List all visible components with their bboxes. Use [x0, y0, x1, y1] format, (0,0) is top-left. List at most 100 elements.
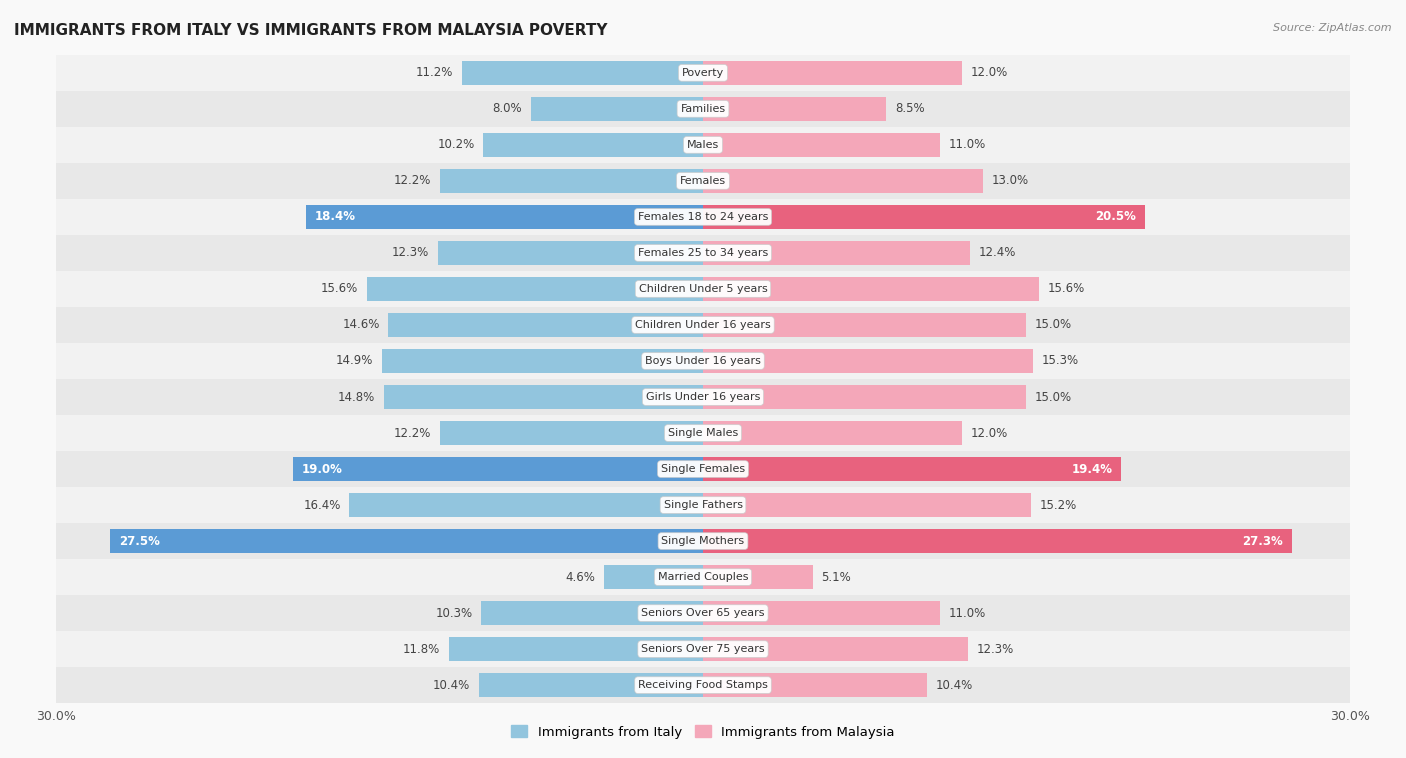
Text: Females: Females — [681, 176, 725, 186]
Text: Poverty: Poverty — [682, 68, 724, 78]
Text: 15.0%: 15.0% — [1035, 318, 1073, 331]
Bar — [703, 493, 1031, 517]
Bar — [56, 559, 1350, 595]
Legend: Immigrants from Italy, Immigrants from Malaysia: Immigrants from Italy, Immigrants from M… — [506, 720, 900, 744]
Bar — [703, 565, 813, 589]
Bar — [56, 91, 1350, 127]
Bar — [703, 637, 969, 661]
Bar — [56, 343, 1350, 379]
Text: Single Fathers: Single Fathers — [664, 500, 742, 510]
Text: 10.4%: 10.4% — [433, 678, 470, 691]
Text: 27.5%: 27.5% — [118, 534, 160, 547]
Text: 15.0%: 15.0% — [1035, 390, 1073, 403]
Text: Females 25 to 34 years: Females 25 to 34 years — [638, 248, 768, 258]
Bar — [703, 277, 1039, 301]
Bar — [56, 415, 1350, 451]
Bar — [56, 163, 1350, 199]
Text: 10.2%: 10.2% — [437, 139, 474, 152]
Bar — [449, 637, 703, 661]
Text: Source: ZipAtlas.com: Source: ZipAtlas.com — [1274, 23, 1392, 33]
Text: Receiving Food Stamps: Receiving Food Stamps — [638, 680, 768, 690]
Bar — [382, 349, 703, 373]
Bar — [350, 493, 703, 517]
Text: 16.4%: 16.4% — [304, 499, 340, 512]
Bar — [56, 451, 1350, 487]
Text: 8.0%: 8.0% — [492, 102, 522, 115]
Bar — [56, 271, 1350, 307]
Text: 13.0%: 13.0% — [991, 174, 1029, 187]
Bar — [56, 631, 1350, 667]
Bar — [703, 313, 1026, 337]
Bar — [56, 667, 1350, 703]
Text: 15.6%: 15.6% — [1047, 283, 1085, 296]
Bar — [461, 61, 703, 85]
Bar — [56, 55, 1350, 91]
Bar — [703, 421, 962, 445]
Text: 11.8%: 11.8% — [402, 643, 440, 656]
Bar — [307, 205, 703, 229]
Bar — [56, 595, 1350, 631]
Text: 5.1%: 5.1% — [821, 571, 851, 584]
Bar — [110, 529, 703, 553]
Text: Females 18 to 24 years: Females 18 to 24 years — [638, 212, 768, 222]
Bar — [703, 529, 1292, 553]
Bar — [484, 133, 703, 157]
Text: 12.0%: 12.0% — [970, 427, 1008, 440]
Text: 15.3%: 15.3% — [1042, 355, 1078, 368]
Bar — [703, 205, 1144, 229]
Text: 18.4%: 18.4% — [315, 211, 356, 224]
Bar — [703, 457, 1121, 481]
Bar — [56, 487, 1350, 523]
Bar — [703, 169, 983, 193]
Text: IMMIGRANTS FROM ITALY VS IMMIGRANTS FROM MALAYSIA POVERTY: IMMIGRANTS FROM ITALY VS IMMIGRANTS FROM… — [14, 23, 607, 38]
Text: Single Females: Single Females — [661, 464, 745, 474]
Text: 27.3%: 27.3% — [1241, 534, 1282, 547]
Text: 12.2%: 12.2% — [394, 174, 432, 187]
Text: 4.6%: 4.6% — [565, 571, 595, 584]
Text: Seniors Over 65 years: Seniors Over 65 years — [641, 608, 765, 618]
Text: 14.6%: 14.6% — [342, 318, 380, 331]
Bar — [56, 379, 1350, 415]
Text: 14.9%: 14.9% — [336, 355, 373, 368]
Text: 12.4%: 12.4% — [979, 246, 1017, 259]
Text: 20.5%: 20.5% — [1095, 211, 1136, 224]
Text: 10.3%: 10.3% — [436, 606, 472, 619]
Bar — [440, 169, 703, 193]
Bar — [703, 133, 941, 157]
Text: 8.5%: 8.5% — [894, 102, 925, 115]
Text: Seniors Over 75 years: Seniors Over 75 years — [641, 644, 765, 654]
Bar — [440, 421, 703, 445]
Text: Families: Families — [681, 104, 725, 114]
Text: 14.8%: 14.8% — [337, 390, 375, 403]
Bar — [56, 235, 1350, 271]
Text: 12.3%: 12.3% — [392, 246, 429, 259]
Bar — [703, 61, 962, 85]
Text: 11.0%: 11.0% — [949, 139, 986, 152]
Bar — [479, 673, 703, 697]
Text: 11.0%: 11.0% — [949, 606, 986, 619]
Text: Children Under 5 years: Children Under 5 years — [638, 284, 768, 294]
Bar — [56, 307, 1350, 343]
Bar — [367, 277, 703, 301]
Text: Single Males: Single Males — [668, 428, 738, 438]
Bar — [603, 565, 703, 589]
Text: Children Under 16 years: Children Under 16 years — [636, 320, 770, 330]
Bar — [703, 601, 941, 625]
Bar — [703, 241, 970, 265]
Text: Married Couples: Married Couples — [658, 572, 748, 582]
Bar — [703, 97, 886, 121]
Bar — [56, 523, 1350, 559]
Text: 12.0%: 12.0% — [970, 67, 1008, 80]
Text: 10.4%: 10.4% — [936, 678, 973, 691]
Bar — [294, 457, 703, 481]
Bar — [56, 199, 1350, 235]
Text: 12.2%: 12.2% — [394, 427, 432, 440]
Text: 11.2%: 11.2% — [416, 67, 453, 80]
Bar — [56, 127, 1350, 163]
Text: Boys Under 16 years: Boys Under 16 years — [645, 356, 761, 366]
Bar — [703, 349, 1033, 373]
Text: 15.2%: 15.2% — [1039, 499, 1077, 512]
Text: 19.0%: 19.0% — [302, 462, 343, 475]
Bar — [384, 385, 703, 409]
Text: Males: Males — [688, 140, 718, 150]
